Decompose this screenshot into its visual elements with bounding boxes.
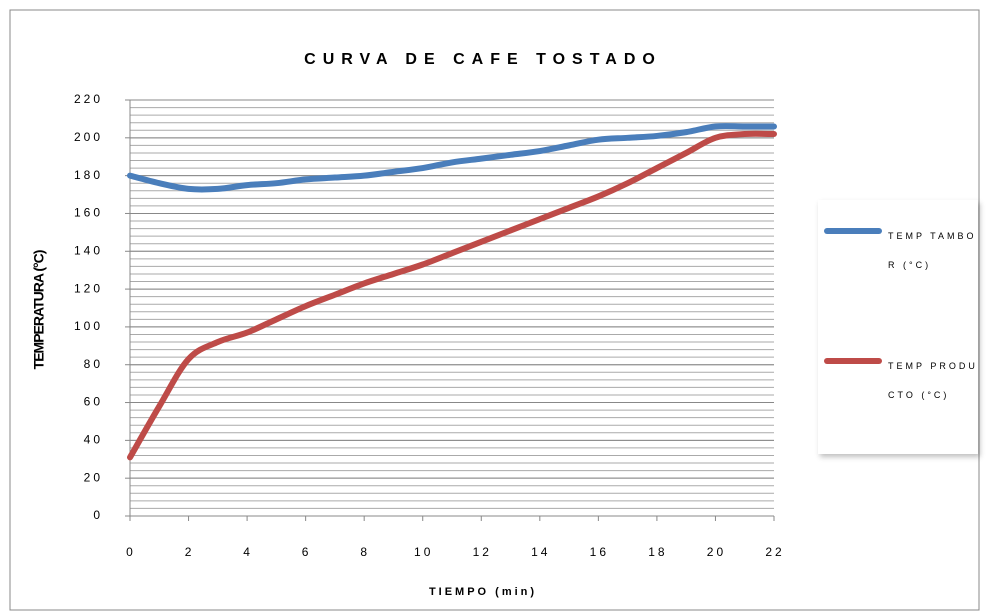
y-tick-label: 60	[84, 395, 103, 409]
x-tick-label: 10	[414, 545, 433, 559]
x-tick-label: 6	[302, 545, 312, 559]
x-tick-label: 22	[765, 545, 784, 559]
y-tick-label: 140	[74, 243, 103, 257]
legend-label: TEMP PRODUCTO (°C)	[888, 361, 978, 400]
legend-swatch	[824, 228, 882, 234]
x-tick-label: 18	[648, 545, 667, 559]
y-tick-label: 100	[74, 319, 103, 333]
x-tick-label: 4	[243, 545, 253, 559]
y-tick-label: 40	[84, 433, 103, 447]
y-tick-label: 180	[74, 168, 103, 182]
legend-label: TEMP TAMBOR (°C)	[888, 231, 977, 270]
y-tick-label: 160	[74, 206, 103, 220]
y-tick-label: 200	[74, 130, 103, 144]
y-tick-label: 220	[74, 92, 103, 106]
x-tick-label: 12	[473, 545, 492, 559]
y-axis-title: TEMPERATURA (°C)	[31, 250, 47, 369]
x-tick-label: 0	[126, 545, 136, 559]
chart-title: CURVA DE CAFE TOSTADO	[304, 51, 662, 68]
legend: TEMP TAMBOR (°C) TEMP PRODUCTO (°C)	[818, 200, 978, 454]
legend-swatch	[824, 358, 882, 364]
x-tick-label: 2	[185, 545, 195, 559]
y-tick-label: 0	[93, 508, 103, 522]
x-tick-label: 20	[707, 545, 726, 559]
chart-border	[9, 9, 980, 611]
x-tick-label: 8	[360, 545, 370, 559]
x-tick-label: 14	[531, 545, 550, 559]
y-tick-label: 120	[74, 281, 103, 295]
x-tick-label: 16	[590, 545, 609, 559]
series-line	[127, 123, 777, 193]
x-axis-title: TIEMPO (min)	[429, 586, 537, 598]
series-line	[127, 130, 777, 461]
y-tick-label: 80	[84, 357, 103, 371]
y-tick-label: 20	[84, 470, 103, 484]
